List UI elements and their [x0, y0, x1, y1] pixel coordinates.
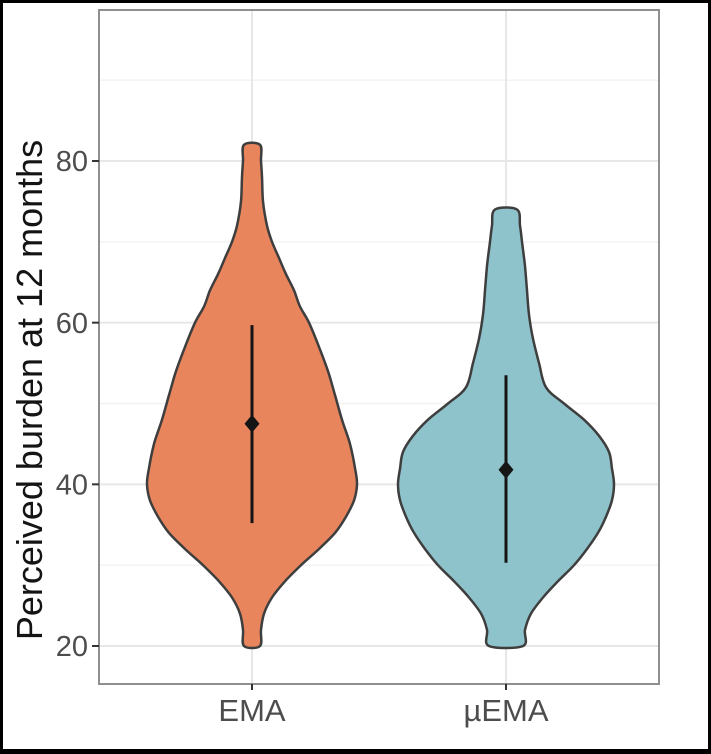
violin-plot-svg: 20 40 60 80 EMA µEMA Perceived burden at…: [9, 9, 660, 728]
mean-marker-ema: [244, 414, 260, 433]
y-tick-label-60: 60: [56, 308, 88, 340]
panel-background: [99, 10, 659, 684]
y-axis-title: Perceived burden at 12 months: [9, 140, 50, 640]
x-label-uema: µEMA: [463, 693, 548, 728]
y-tick-label-40: 40: [56, 470, 88, 502]
panel-border: [98, 9, 660, 685]
x-label-ema: EMA: [218, 693, 286, 728]
y-tick-label-80: 80: [56, 146, 88, 178]
chart-layers: [92, 9, 660, 690]
y-tick-label-20: 20: [56, 631, 88, 663]
mean-marker-uema: [498, 460, 514, 479]
